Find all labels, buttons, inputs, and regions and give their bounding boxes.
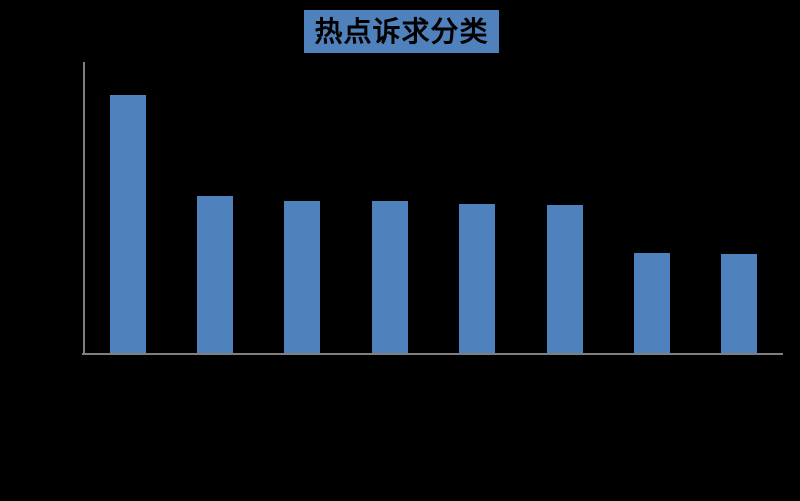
bar-2 (197, 196, 233, 353)
x-axis-line (82, 353, 783, 355)
y-axis-line (83, 62, 85, 355)
bar-6 (547, 205, 583, 353)
bar-7 (634, 253, 670, 353)
chart-title: 热点诉求分类 (304, 10, 499, 53)
bar-3 (284, 201, 320, 353)
bar-4 (372, 201, 408, 353)
bar-1 (110, 95, 146, 353)
bar-8 (721, 254, 757, 353)
bar-5 (459, 204, 495, 353)
